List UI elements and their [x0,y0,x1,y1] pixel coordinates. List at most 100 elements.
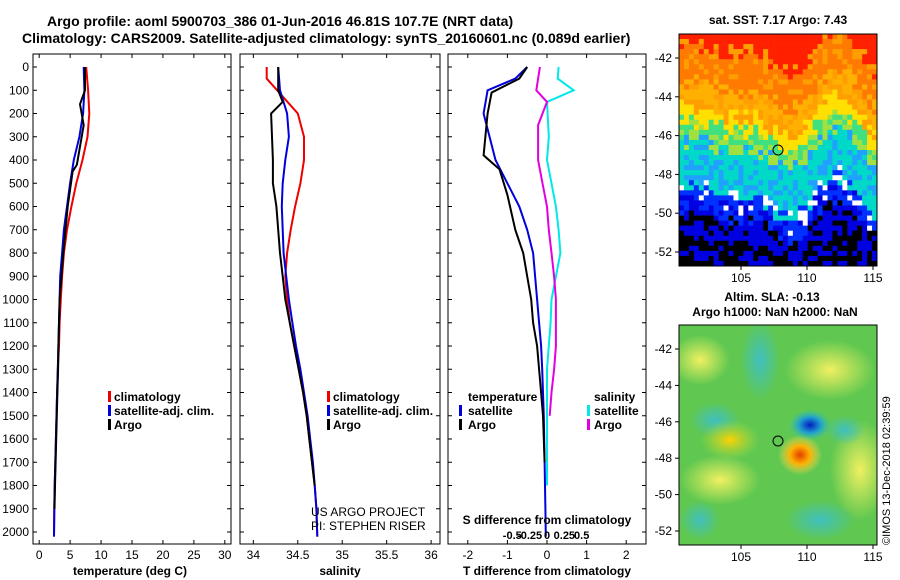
sst-cell [728,84,734,90]
sst-cell [773,255,779,262]
sst-cell [827,155,833,161]
sst-cell [773,155,779,161]
sst-cell [812,200,818,206]
sst-cell [807,44,813,50]
sst-cell [782,124,789,131]
sst-cell [802,180,808,186]
sst-cell [763,245,769,252]
sst-cell [782,225,789,231]
sst-cell [773,104,779,110]
sst-cell [703,144,709,151]
sst-cell [872,79,878,85]
sst-cell [703,114,709,121]
sst-cell [683,190,690,196]
sst-cell [797,210,804,216]
lon-tick-label: 105 [731,550,751,564]
series-line-climatology [265,67,319,537]
sla-map-title-2: Argo h1000: NaN h2000: NaN [692,305,857,319]
sst-cell [847,119,853,126]
sst-cell [812,255,818,262]
sst-cell [683,240,690,247]
sst-cell [867,225,873,231]
sst-cell [708,109,714,115]
series-line-temperature-argo [482,66,546,463]
sst-cell [862,114,868,121]
sst-cell [872,260,878,267]
sst-cell [832,165,838,171]
sst-cell [812,139,818,146]
sst-cell [792,99,799,105]
sst-cell [862,240,868,247]
sla-map: Altim. SLA: -0.13 Argo h1000: NaN h2000:… [655,290,883,564]
sst-cell [693,170,700,176]
sst-cell [802,79,808,85]
sst-cell [837,54,843,60]
sst-cell [787,74,794,80]
sst-cell [802,195,808,201]
sst-cell [748,79,754,85]
salinity-series [265,66,319,537]
sst-cell [807,230,813,237]
sst-cell [728,124,734,131]
sst-cell [842,185,848,191]
sst-cell [748,205,754,211]
sst-cell [847,34,853,40]
sst-cell [792,210,799,216]
sst-cell [758,59,764,65]
sst-cell [822,69,828,75]
sst-cell [807,99,813,105]
sst-cell [842,240,848,247]
sst-cell [693,225,700,231]
sst-cell [822,205,828,211]
sst-cell [703,190,709,196]
sst-cell [787,205,794,211]
sst-cell [852,165,858,171]
sst-cell [743,99,749,105]
sst-cell [787,240,794,247]
sst-cell [738,84,744,90]
sst-cell [688,74,695,80]
sst-cell [683,54,690,60]
sst-cell [713,84,719,90]
sst-cell [738,195,744,201]
sst-cell [812,210,818,216]
sst-cell [842,114,848,121]
sst-cell [728,134,734,141]
sst-cell [837,109,843,115]
sst-cell [718,44,724,50]
temperature-legend: climatology satellite-adj. clim. Argo [108,390,214,432]
sst-cell [872,245,878,252]
sst-cell [679,54,685,60]
sst-cell [679,139,685,146]
sst-cell [748,175,754,181]
sst-cell [758,210,764,216]
sst-cell [812,205,818,211]
sst-cell [733,235,739,242]
sst-cell [703,175,709,181]
sst-cell [797,144,804,151]
sst-cell [822,195,828,201]
sst-cell [703,44,709,50]
sst-cell [679,160,685,166]
sst-cell [773,245,779,252]
sst-cell [738,160,744,166]
sst-cell [708,84,714,90]
sst-cell [827,99,833,105]
sst-cell [723,150,729,156]
sst-cell [708,54,714,60]
sst-cell [797,34,804,40]
sst-cell [842,124,848,131]
sst-cell [792,54,799,60]
sst-cell [782,44,789,50]
sst-cell [743,180,749,186]
sst-cell [693,230,700,237]
sst-cell [758,195,764,201]
sst-cell [792,165,799,171]
sst-cell [797,185,804,191]
legend-swatch-argo [108,419,111,430]
sst-cell [872,250,878,257]
sst-cell [773,119,779,126]
sst-cell [787,175,794,181]
sst-cell [817,195,823,201]
sst-cell [743,210,749,216]
